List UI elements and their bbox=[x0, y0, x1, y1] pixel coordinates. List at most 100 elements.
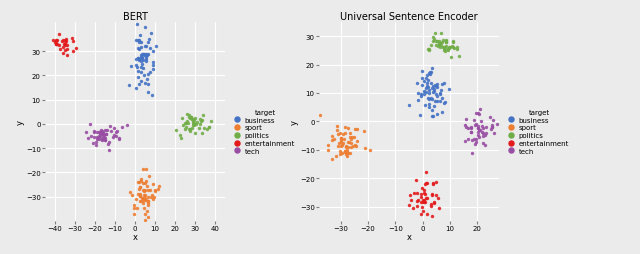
Point bbox=[431, 85, 441, 89]
Point bbox=[340, 149, 350, 153]
Point bbox=[452, 47, 463, 52]
Point bbox=[139, 74, 149, 78]
Point bbox=[438, 39, 448, 43]
Point bbox=[71, 46, 81, 50]
Point bbox=[131, 23, 141, 27]
Point bbox=[204, 125, 214, 129]
Point bbox=[61, 40, 71, 44]
Point bbox=[204, 125, 214, 129]
Point bbox=[461, 126, 471, 130]
Point bbox=[481, 125, 491, 130]
Point bbox=[132, 66, 143, 70]
Point bbox=[429, 38, 439, 42]
Point bbox=[345, 135, 355, 139]
Point bbox=[148, 50, 158, 54]
Point bbox=[340, 150, 351, 154]
Point bbox=[188, 122, 198, 126]
Point bbox=[51, 40, 61, 44]
Point bbox=[124, 84, 134, 88]
Point bbox=[341, 153, 351, 157]
Point bbox=[147, 94, 157, 98]
Point bbox=[58, 46, 68, 50]
Point bbox=[429, 90, 439, 94]
Point bbox=[122, 123, 132, 128]
Point bbox=[426, 204, 436, 208]
Point bbox=[339, 137, 349, 141]
Point bbox=[342, 148, 352, 152]
Point bbox=[438, 46, 449, 50]
Point bbox=[418, 198, 428, 202]
Point bbox=[349, 136, 360, 140]
Point bbox=[131, 39, 141, 43]
Point bbox=[421, 181, 431, 185]
Point bbox=[136, 80, 147, 84]
Point bbox=[136, 70, 147, 74]
Point bbox=[340, 126, 350, 130]
Point bbox=[423, 48, 433, 52]
Point bbox=[132, 56, 143, 60]
Point bbox=[412, 204, 422, 208]
Point bbox=[430, 100, 440, 104]
Point bbox=[342, 151, 352, 155]
Point bbox=[438, 101, 449, 105]
Point bbox=[351, 145, 361, 149]
Point bbox=[133, 57, 143, 61]
Point bbox=[335, 132, 346, 136]
Point bbox=[474, 135, 484, 139]
Point bbox=[145, 32, 156, 36]
Point bbox=[365, 148, 375, 152]
Point bbox=[138, 189, 148, 193]
Point bbox=[145, 71, 155, 75]
Point bbox=[339, 142, 349, 146]
Point bbox=[470, 123, 481, 128]
Point bbox=[141, 168, 152, 172]
Point bbox=[68, 50, 78, 54]
Point bbox=[331, 154, 341, 158]
Point bbox=[143, 199, 153, 203]
Point bbox=[428, 91, 438, 95]
Point bbox=[422, 79, 433, 83]
Point bbox=[134, 40, 145, 44]
Point bbox=[105, 124, 115, 128]
Point bbox=[477, 126, 488, 131]
Point bbox=[332, 124, 342, 128]
Point bbox=[131, 63, 141, 67]
Point bbox=[134, 194, 145, 198]
Point bbox=[59, 42, 69, 46]
Point bbox=[138, 206, 148, 210]
Point bbox=[449, 46, 459, 51]
Point bbox=[148, 61, 158, 65]
Point bbox=[480, 133, 490, 137]
Point bbox=[468, 118, 479, 122]
Point bbox=[336, 137, 346, 141]
Point bbox=[199, 126, 209, 130]
Point bbox=[418, 210, 428, 214]
Point bbox=[460, 123, 470, 127]
Point bbox=[343, 127, 353, 131]
Point bbox=[189, 122, 199, 126]
Point bbox=[435, 32, 445, 36]
Point bbox=[467, 139, 477, 143]
Point bbox=[333, 132, 343, 136]
Point bbox=[138, 196, 148, 200]
Point bbox=[340, 145, 351, 149]
Point bbox=[108, 136, 118, 140]
Point bbox=[133, 192, 143, 196]
Point bbox=[60, 49, 70, 53]
Point bbox=[185, 117, 195, 121]
Point bbox=[404, 104, 414, 108]
Point bbox=[432, 112, 442, 116]
Point bbox=[67, 37, 77, 41]
Point bbox=[475, 108, 485, 112]
Point bbox=[57, 40, 67, 44]
Point bbox=[327, 134, 337, 138]
Point bbox=[441, 39, 451, 43]
Point bbox=[474, 126, 484, 130]
Point bbox=[431, 180, 441, 184]
Point bbox=[404, 203, 414, 208]
Point bbox=[412, 82, 422, 86]
Point bbox=[486, 123, 497, 127]
Point bbox=[143, 203, 154, 207]
Point bbox=[486, 126, 497, 130]
Point bbox=[193, 126, 204, 131]
